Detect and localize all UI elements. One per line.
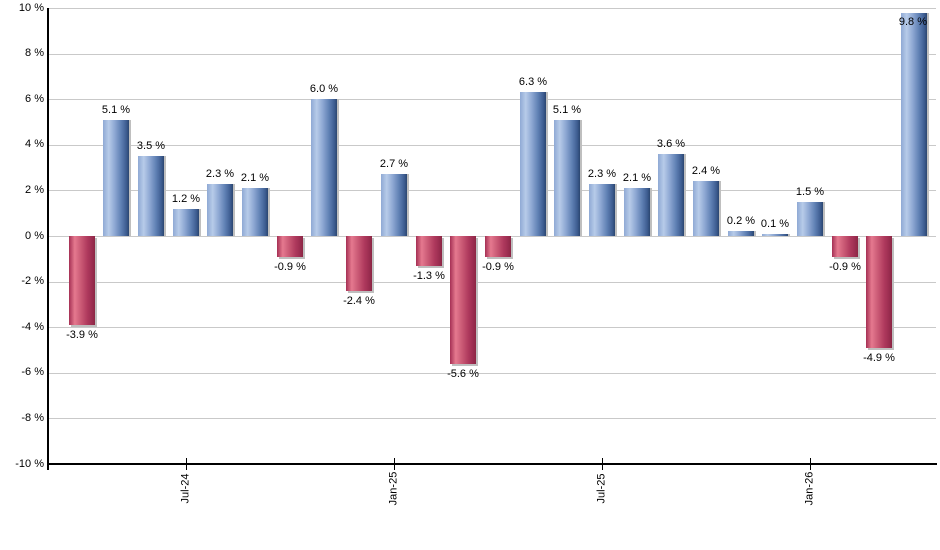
bar[interactable] [346,236,372,291]
x-axis-tick-mark [810,458,811,470]
bar[interactable] [520,92,546,236]
x-axis-tick-label: Jul-24 [179,473,192,504]
bar-value-label: -0.9 % [829,261,861,273]
bar[interactable] [866,236,892,348]
bar-value-label: -4.9 % [863,352,895,364]
bar[interactable] [658,154,684,236]
gridline [49,99,936,100]
bar-value-label: -3.9 % [66,329,98,341]
bar-value-label: 6.0 % [309,83,339,95]
bar[interactable] [901,13,927,236]
bar-value-label: -1.3 % [413,270,445,282]
y-axis-tick-label: -4 % [21,321,44,333]
gridline [49,145,936,146]
gridline [49,418,936,419]
y-axis-tick-label: -2 % [21,275,44,287]
bar[interactable] [103,120,129,236]
bar[interactable] [589,184,615,236]
y-axis-tick-label: 2 % [25,184,44,196]
bar-value-label: 3.6 % [656,138,686,150]
y-axis-tick-label: 10 % [18,2,44,14]
bar-value-label: -5.6 % [447,368,479,380]
bar[interactable] [69,236,95,325]
bar-value-label: -2.4 % [343,295,375,307]
bar[interactable] [138,156,164,236]
bar[interactable] [381,174,407,236]
x-axis-tick-mark [186,458,187,470]
bar[interactable] [277,236,303,257]
x-axis-tick-label: Jul-25 [595,473,608,504]
bar-value-label: 0.1 % [760,218,790,230]
bar[interactable] [728,231,754,236]
bar-value-label: 3.5 % [136,140,166,152]
gridline [49,54,936,55]
y-axis-tick-label: 8 % [25,47,44,59]
x-axis-tick-mark [394,458,395,470]
bar-value-label: 1.2 % [171,193,201,205]
bar-value-label: 5.1 % [552,104,582,116]
gridline [49,190,936,191]
y-axis-tick-label: -10 % [15,458,44,470]
bar[interactable] [624,188,650,236]
bar-value-label: 2.3 % [205,168,235,180]
bar-value-label: -0.9 % [482,261,514,273]
bar-value-label: 0.2 % [726,215,756,227]
bar[interactable] [450,236,476,364]
y-axis-line [47,8,49,470]
bar[interactable] [311,99,337,236]
gridline [49,282,936,283]
x-axis-line [47,463,937,465]
bar[interactable] [416,236,442,266]
bar[interactable] [797,202,823,236]
bar-value-label: 2.7 % [379,158,409,170]
bar[interactable] [242,188,268,236]
bar-value-label: -0.9 % [274,261,306,273]
bar-value-label: 9.8 % [898,16,927,28]
gridline [49,8,936,9]
bar-value-label: 1.5 % [795,186,825,198]
x-axis-tick-label: Jan-25 [387,471,400,506]
x-axis-tick-mark [602,458,603,470]
bar-value-label: 5.1 % [101,104,131,116]
bar[interactable] [554,120,580,236]
bar[interactable] [207,184,233,236]
y-axis-tick-label: 4 % [25,138,44,150]
y-axis-tick-label: 0 % [25,230,44,242]
bar-value-label: 2.4 % [691,165,721,177]
y-axis-tick-label: 6 % [25,93,44,105]
bar[interactable] [762,234,788,236]
y-axis-tick-label: -6 % [21,366,44,378]
x-axis-tick-label: Jan-26 [803,471,816,506]
bar-value-label: 6.3 % [518,76,548,88]
bar[interactable] [173,209,199,236]
bar-value-label: 2.1 % [622,172,652,184]
bar-value-label: 2.3 % [587,168,617,180]
bar[interactable] [485,236,511,257]
bar[interactable] [832,236,858,257]
y-axis-tick-label: -8 % [21,412,44,424]
bar-value-label: 2.1 % [240,172,270,184]
bar[interactable] [693,181,719,236]
gridline [49,373,936,374]
gridline [49,327,936,328]
